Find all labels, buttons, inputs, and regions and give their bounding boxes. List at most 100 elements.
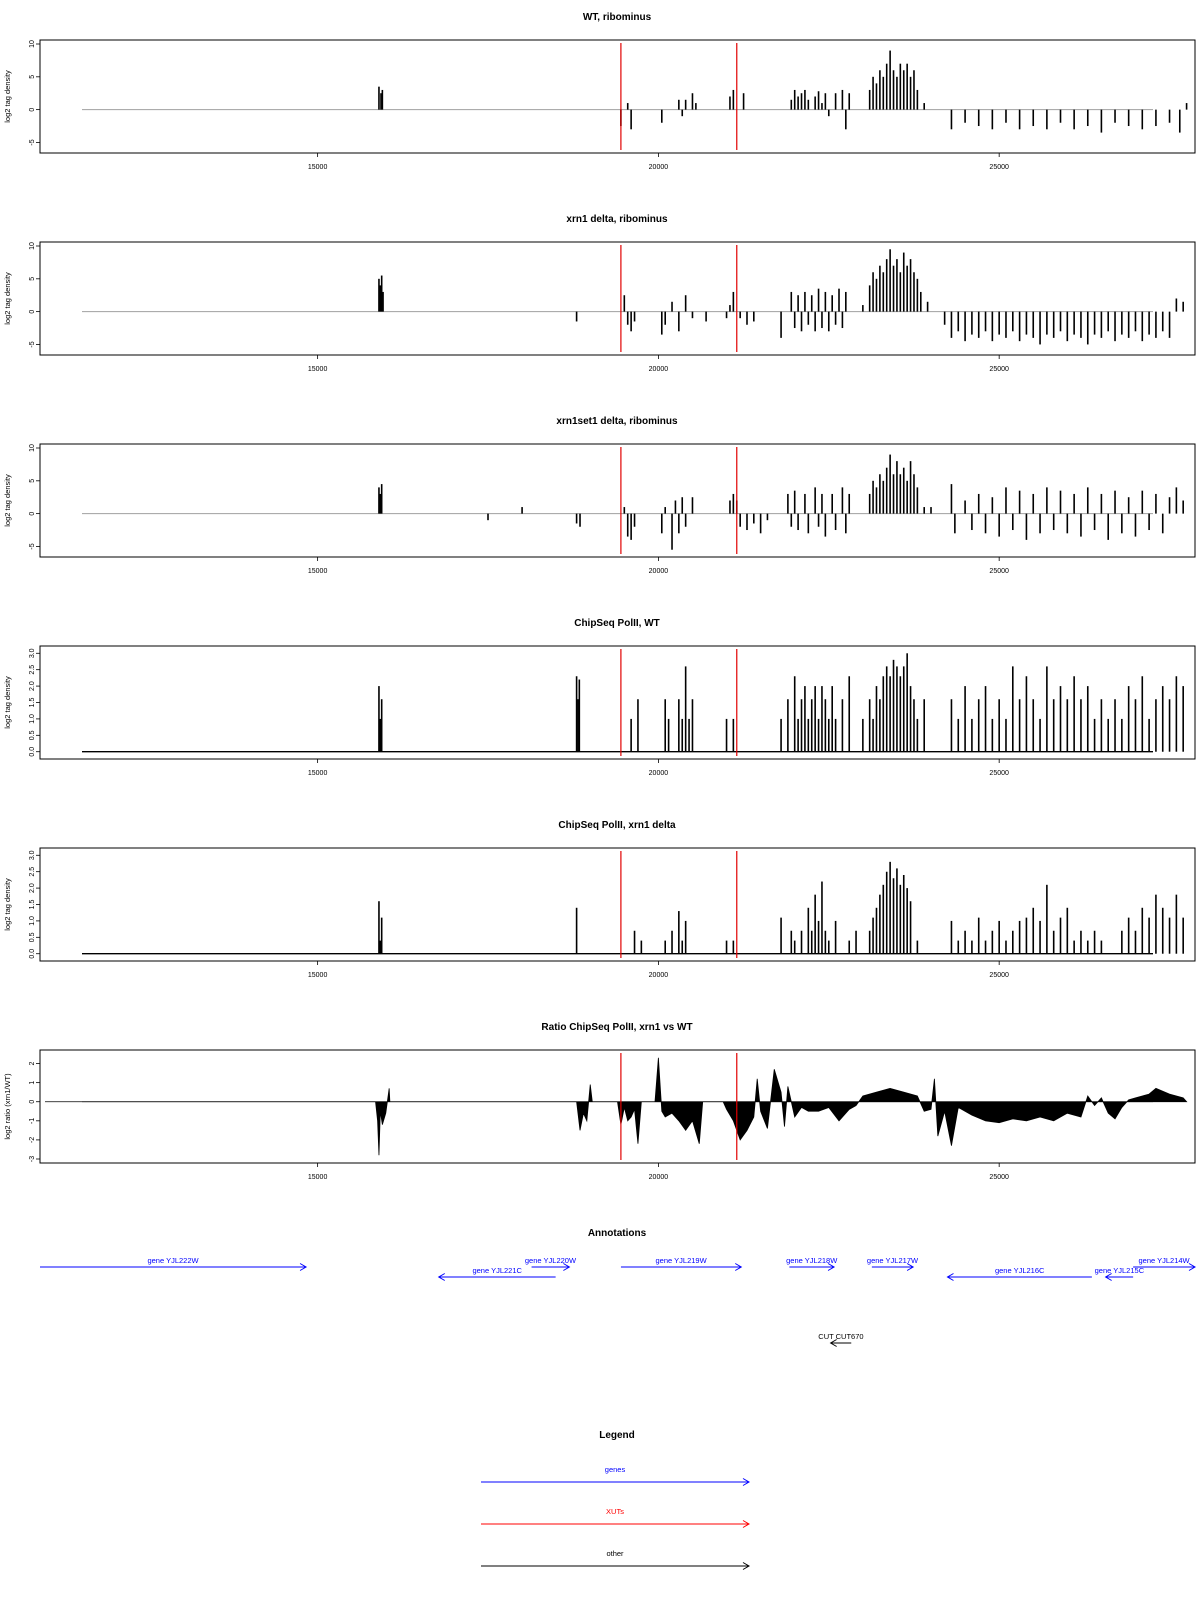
- x-tick-label: 20000: [649, 568, 669, 575]
- other-arrow: CUT CUT670: [818, 1332, 864, 1347]
- legend-label: other: [606, 1549, 624, 1558]
- y-tick-label: 0.5: [29, 730, 36, 740]
- gene-label: gene YJL214W: [1138, 1256, 1190, 1265]
- gene-label: gene YJL219W: [656, 1256, 708, 1265]
- y-axis-label: log2 tag density: [3, 878, 12, 931]
- gene-label: gene YJL218W: [786, 1256, 838, 1265]
- y-tick-label: 3.0: [29, 850, 36, 860]
- arrow-head: [299, 1263, 308, 1271]
- y-tick-label: 0.5: [29, 932, 36, 942]
- chart-panel-3: xrn1set1 delta, ribominus -5 0 5 10 log2 tag …: [3, 416, 1196, 575]
- y-tick-label: 1.5: [29, 698, 36, 708]
- x-tick-label: 25000: [989, 366, 1009, 373]
- gene-arrow: gene YJL216C: [946, 1266, 1092, 1281]
- y-tick-label: 0.0: [29, 747, 36, 757]
- y-tick-label: 1.0: [29, 916, 36, 926]
- arrow-head: [742, 1562, 750, 1570]
- arrow-head: [946, 1273, 954, 1281]
- y-axis-label: log2 tag density: [3, 70, 12, 123]
- gene-label: gene YJL217W: [867, 1256, 919, 1265]
- y-tick-label: 2: [29, 1061, 36, 1065]
- x-tick-label: 25000: [989, 568, 1009, 575]
- y-tick-label: 5: [29, 277, 36, 281]
- other-label: CUT CUT670: [818, 1332, 863, 1341]
- chart-panel-1: WT, ribominus -5 0 5 10 log2 tag density 15000…: [3, 12, 1196, 171]
- arrow-head: [829, 1339, 837, 1347]
- y-tick-label: 5: [29, 479, 36, 483]
- arrow-head: [742, 1520, 750, 1528]
- gene-arrow: gene YJL220W: [525, 1256, 577, 1271]
- gene-arrow: gene YJL218W: [786, 1256, 838, 1271]
- legend-label: genes: [605, 1465, 626, 1474]
- plot-frame: [39, 39, 1196, 154]
- gene-arrow: gene YJL219W: [620, 1256, 743, 1271]
- panel-title: ChipSeq PolII, xrn1 delta: [558, 820, 676, 831]
- y-axis-label: log2 tag density: [3, 272, 12, 325]
- gene-label: gene YJL216C: [995, 1266, 1045, 1275]
- gene-arrow: gene YJL217W: [867, 1256, 919, 1271]
- legend-arrow: other: [481, 1549, 750, 1570]
- y-axis-label: log2 ratio (xrn1/WT): [3, 1073, 12, 1140]
- y-tick-label: 0.0: [29, 949, 36, 959]
- y-tick-label: 10: [29, 40, 36, 48]
- arrow-head: [906, 1263, 915, 1271]
- x-tick-label: 20000: [649, 770, 669, 777]
- gene-label: gene YJL215C: [1095, 1266, 1145, 1275]
- x-tick-label: 15000: [308, 366, 328, 373]
- x-tick-label: 15000: [308, 568, 328, 575]
- y-tick-label: -5: [29, 341, 36, 347]
- plot-frame: [39, 645, 1196, 760]
- y-tick-label: 2.0: [29, 883, 36, 893]
- y-axis-label: log2 tag density: [3, 676, 12, 729]
- y-tick-label: 1.0: [29, 714, 36, 724]
- y-tick-label: -5: [29, 139, 36, 145]
- legend-title: Legend: [599, 1430, 635, 1441]
- y-tick-label: -1: [29, 1118, 36, 1124]
- arrow-head: [742, 1478, 750, 1486]
- gene-label: gene YJL222W: [147, 1256, 199, 1265]
- plot-frame: [39, 847, 1196, 962]
- panel-title: Ratio ChipSeq PolII, xrn1 vs WT: [541, 1022, 692, 1033]
- arrow-head: [734, 1263, 743, 1271]
- gene-label: gene YJL220W: [525, 1256, 577, 1265]
- y-tick-label: -3: [29, 1156, 36, 1162]
- y-tick-label: 0: [29, 108, 36, 112]
- plot-frame: [39, 1049, 1196, 1164]
- y-tick-label: 2.5: [29, 867, 36, 877]
- panel-title: xrn1set1 delta, ribominus: [556, 416, 678, 427]
- plot-frame: [39, 443, 1196, 558]
- x-tick-label: 20000: [649, 972, 669, 979]
- ratio-area: [45, 1057, 1188, 1156]
- x-tick-label: 25000: [989, 972, 1009, 979]
- panel-title: WT, ribominus: [583, 12, 652, 23]
- legend-arrow: XUTs: [481, 1507, 750, 1528]
- y-tick-label: 10: [29, 444, 36, 452]
- arrow-head: [1188, 1263, 1196, 1271]
- y-tick-label: 0: [29, 310, 36, 314]
- legend-arrow: genes: [481, 1465, 750, 1486]
- chart-panel-5: ChipSeq PolII, xrn1 delta 0.0 0.5 1.0 1.5 2.0…: [3, 820, 1196, 979]
- gene-arrow: gene YJL221C: [437, 1266, 556, 1281]
- y-tick-label: 2.5: [29, 665, 36, 675]
- x-tick-label: 20000: [649, 1174, 669, 1181]
- legend: genes XUTs other: [481, 1465, 750, 1570]
- plot-frame: [39, 241, 1196, 356]
- x-tick-label: 25000: [989, 770, 1009, 777]
- y-tick-label: 0: [29, 512, 36, 516]
- y-tick-label: 5: [29, 75, 36, 79]
- y-tick-label: -2: [29, 1137, 36, 1143]
- gene-label: gene YJL221C: [472, 1266, 522, 1275]
- gene-arrow: gene YJL222W: [40, 1256, 308, 1271]
- legend-label: XUTs: [606, 1507, 624, 1516]
- x-tick-label: 25000: [989, 1174, 1009, 1181]
- y-tick-label: 1.5: [29, 900, 36, 910]
- annotations-title: Annotations: [588, 1228, 647, 1239]
- arrow-head: [827, 1263, 836, 1271]
- x-tick-label: 25000: [989, 164, 1009, 171]
- y-tick-label: 0: [29, 1100, 36, 1104]
- x-tick-label: 15000: [308, 164, 328, 171]
- panel-title: ChipSeq PolII, WT: [574, 618, 660, 629]
